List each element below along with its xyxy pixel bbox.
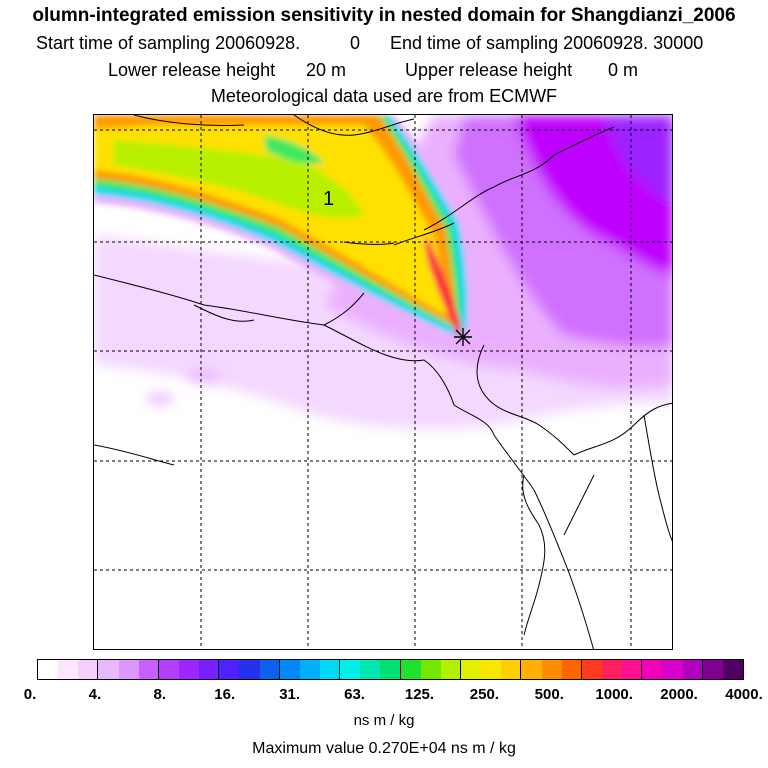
legend-color-cell [178,660,200,679]
legend-tick-label: 8. [153,686,167,703]
legend-color-cell [581,660,602,679]
legend-color-cell [219,660,240,679]
legend-tick-label: 250. [469,686,499,703]
star-marker [454,328,472,346]
legend-color-cell [501,660,522,679]
legend-color-cell [420,660,441,679]
legend-color-cell [601,660,623,679]
legend-color-cell [682,660,703,679]
legend-color-cell [622,660,643,679]
legend-tick-label: 125. [404,686,435,703]
legend-color-cell [158,660,179,679]
legend-tick-label: 0. [23,686,37,703]
legend-color-cell [98,660,119,679]
map-canvas: 1 [94,115,672,649]
legend-color-cell [118,660,139,679]
legend-color-cell [340,660,361,679]
legend-color-cell [259,660,280,679]
legend-tick-label: 4000. [725,686,763,703]
legend-color-cell [642,660,663,679]
legend-color-cell [299,660,320,679]
legend-color-cell [239,660,260,679]
legend-tick-label: 63. [344,686,365,703]
upper-release-label: Upper release height [405,60,573,80]
legend-color-cell [279,660,300,679]
legend-color-cell [521,660,542,679]
legend-color-cell [561,660,582,679]
legend-color-cell [360,660,381,679]
color-legend [37,659,744,680]
plot-title: olumn-integrated emission sensitivity in… [32,6,736,26]
legend-color-cell [138,660,159,679]
legend-color-cell [722,660,743,679]
maximum-value: Maximum value 0.270E+04 ns m / kg [252,740,516,757]
legend-color-cell [460,660,482,679]
legend-color-cell [662,660,683,679]
legend-color-cell [481,660,502,679]
graticule [94,115,672,649]
legend-tick-label: 500. [534,686,564,703]
coastlines [94,115,672,649]
legend-color-cell [319,660,341,679]
plume [94,115,477,345]
upper-release-value: 0 m [608,60,639,80]
legend-color-cell [58,660,79,679]
legend-unit: ns m / kg [353,712,415,729]
legend-color-cell [199,660,220,679]
legend-tick-label: 16. [214,686,236,703]
lower-release-value: 20 m [306,60,347,80]
legend-color-cell [702,660,723,679]
contour-label: 1 [323,188,334,210]
legend-color-cell [440,660,461,679]
legend-color-cell [380,660,401,679]
legend-tick-label: 1000. [595,686,633,703]
sensitivity-map: 1 [93,114,673,650]
start-time-value: 0 [350,33,361,53]
legend-color-cell [38,660,59,679]
legend-color-cell [78,660,99,679]
legend-tick-label: 4. [88,686,102,703]
legend-color-cell [541,660,562,679]
start-time-label: Start time of sampling 20060928. [36,33,301,53]
legend-color-cell [400,660,421,679]
legend-tick-label: 2000. [660,686,698,703]
legend-tick-label: 31. [279,686,301,703]
lower-release-label: Lower release height [108,60,276,80]
legend-tick-labels: 0. 4. 8. 16. 31. 63. 125. 250. 500. 1000. 2000. 400… [0,686,768,706]
met-data-note: Meteorological data used are from ECMWF [210,86,558,106]
end-time-label: End time of sampling 20060928. 30000 [390,33,704,53]
